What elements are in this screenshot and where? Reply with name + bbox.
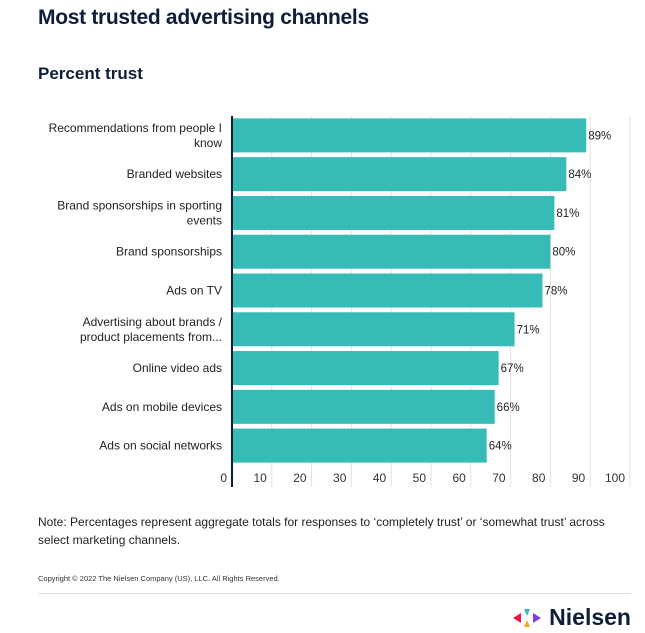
- divider: [38, 593, 631, 594]
- x-tick-label: 30: [333, 471, 347, 485]
- bar: [232, 118, 587, 153]
- bar: [232, 389, 495, 424]
- copyright: Copyright © 2022 The Nielsen Company (US…: [38, 574, 280, 583]
- bar: [232, 234, 551, 269]
- data-label: 81%: [556, 208, 579, 220]
- category-label: Brand sponsorships: [116, 245, 222, 259]
- data-label: 67%: [501, 363, 524, 375]
- data-label: 89%: [588, 130, 611, 142]
- category-label: Advertising about brands /: [83, 315, 223, 329]
- x-tick-label: 100: [605, 471, 625, 485]
- category-label: Branded websites: [127, 167, 222, 181]
- category-label: know: [194, 136, 222, 150]
- data-label: 71%: [517, 324, 540, 336]
- bar-chart: 0 10 20 30 40 50 60 70 80 90 100 89% Recommendations…: [49, 116, 631, 487]
- chart-subtitle: Percent trust: [38, 64, 143, 83]
- chart-note: Note: Percentages represent aggregate to…: [38, 515, 605, 547]
- x-tick-label: 0: [220, 471, 227, 485]
- data-label: 78%: [544, 286, 567, 298]
- category-label: Brand sponsorships in sporting: [57, 198, 222, 212]
- category-label: product placements from...: [80, 330, 222, 344]
- x-tick-label: 70: [492, 471, 506, 485]
- data-label: 80%: [552, 247, 575, 259]
- nielsen-logo: Nielsen: [513, 604, 631, 631]
- x-tick-label: 60: [452, 471, 466, 485]
- nielsen-logo-icon: [513, 608, 542, 627]
- category-label: Ads on mobile devices: [102, 400, 222, 414]
- data-label: 66%: [497, 402, 520, 414]
- bar: [232, 428, 487, 463]
- data-label: 64%: [489, 441, 512, 453]
- x-tick-label: 20: [293, 471, 307, 485]
- category-label: Recommendations from people I: [49, 121, 222, 135]
- bar: [232, 273, 543, 308]
- x-tick-label: 40: [373, 471, 387, 485]
- bar: [232, 195, 555, 230]
- chart-title: Most trusted advertising channels: [38, 6, 369, 29]
- bar: [232, 157, 567, 192]
- x-tick-label: 80: [532, 471, 546, 485]
- bar: [232, 312, 515, 347]
- x-tick-label: 50: [413, 471, 427, 485]
- category-label: Ads on social networks: [99, 439, 222, 453]
- bar: [232, 351, 499, 386]
- data-label: 84%: [568, 169, 591, 181]
- x-tick-label: 90: [572, 471, 586, 485]
- category-label: Ads on TV: [166, 284, 222, 298]
- logo-text: Nielsen: [549, 604, 631, 630]
- category-label: Online video ads: [133, 361, 222, 375]
- x-tick-label: 10: [253, 471, 267, 485]
- category-label: events: [187, 213, 222, 227]
